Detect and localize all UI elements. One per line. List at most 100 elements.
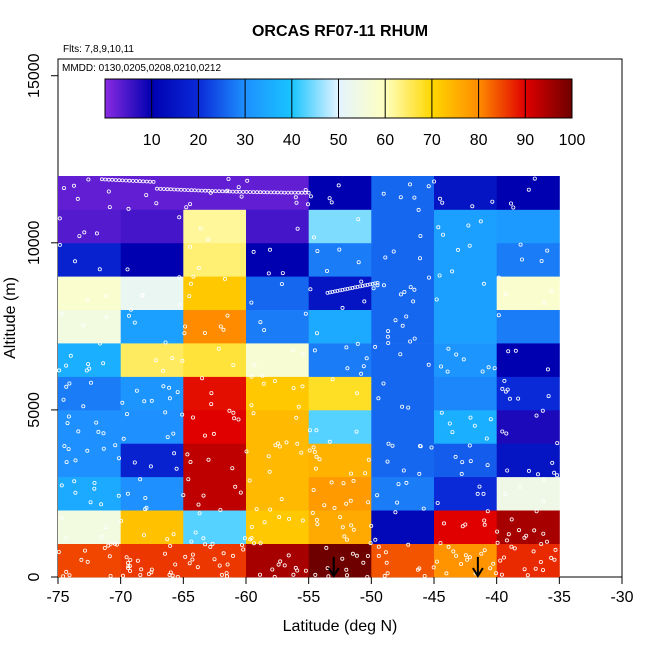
x-tick-label: -30 <box>610 589 633 606</box>
track-point <box>362 299 367 304</box>
track-point <box>121 573 126 578</box>
track-point <box>338 515 343 520</box>
track-point <box>303 190 308 195</box>
track-point <box>349 471 354 476</box>
y-tick-label: 10000 <box>26 220 43 265</box>
track-point <box>552 470 557 475</box>
track-point <box>502 378 507 383</box>
track-point <box>286 553 291 558</box>
track-point <box>86 177 91 182</box>
heatmap-cell <box>58 409 122 444</box>
track-point <box>314 517 319 522</box>
track-point <box>325 290 330 295</box>
heatmap-cell <box>246 443 310 478</box>
heatmap-cell <box>371 510 435 544</box>
track-point <box>223 189 228 194</box>
heatmap-cell <box>120 343 184 377</box>
track-point <box>417 471 422 476</box>
track-point <box>230 189 235 194</box>
track-point <box>272 190 277 195</box>
track-point <box>300 518 305 523</box>
heatmap-cell <box>58 476 122 511</box>
colorbar: 10 20 30 40 50 60 70 80 90 100 <box>104 78 585 149</box>
track-point <box>308 287 313 292</box>
track-point <box>64 384 69 389</box>
track-point <box>165 187 170 192</box>
track-point <box>125 491 130 496</box>
track-point <box>351 478 356 483</box>
track-point <box>67 573 72 578</box>
track-point <box>251 249 256 254</box>
track-point <box>534 413 539 418</box>
track-point <box>221 327 226 332</box>
track-point <box>437 196 442 201</box>
arrow-marker-head <box>327 567 340 578</box>
track-point <box>375 283 380 288</box>
track-point <box>345 286 350 291</box>
track-point <box>185 452 190 457</box>
track-point <box>241 547 246 552</box>
y-axis: 0 5000 10000 15000 <box>26 53 58 581</box>
track-point <box>249 403 254 408</box>
heatmap-cell <box>183 276 247 310</box>
track-point <box>113 443 118 448</box>
heatmap-cell <box>308 276 372 310</box>
track-point <box>350 285 355 290</box>
track-point <box>538 560 543 565</box>
track-point <box>337 247 342 252</box>
track-point <box>174 466 179 471</box>
track-point <box>478 219 483 224</box>
track-point <box>348 286 352 291</box>
track-point <box>225 562 230 567</box>
track-point <box>503 389 508 394</box>
track-point <box>511 205 516 210</box>
track-point <box>513 348 518 353</box>
track-point <box>134 388 139 393</box>
track-point <box>345 366 350 371</box>
track-point <box>369 523 374 528</box>
track-point <box>500 429 505 434</box>
track-point <box>317 457 322 462</box>
track-point <box>546 394 551 399</box>
track-point <box>525 573 530 578</box>
track-point <box>92 486 97 491</box>
track-point <box>324 545 329 550</box>
track-point <box>307 428 312 433</box>
track-point <box>181 493 186 498</box>
track-point <box>296 190 301 195</box>
heatmap-cell <box>246 309 310 344</box>
track-point <box>85 448 90 453</box>
track-point <box>330 377 335 382</box>
track-point <box>57 242 62 247</box>
track-point <box>175 390 180 395</box>
track-point <box>355 341 360 346</box>
track-point <box>517 528 522 533</box>
track-point <box>66 447 71 452</box>
track-point <box>501 555 506 560</box>
track-point <box>224 574 229 579</box>
x-tick-label: -65 <box>172 589 195 606</box>
track-point <box>401 468 406 473</box>
track-point <box>155 186 159 191</box>
track-point <box>370 281 375 286</box>
heatmap-cell <box>120 276 184 310</box>
colorbar-tick-label: 40 <box>283 132 301 149</box>
track-point <box>532 528 537 533</box>
track-point <box>508 201 513 206</box>
track-point <box>494 571 499 576</box>
track-point <box>81 323 86 328</box>
track-point <box>555 473 560 478</box>
track-point <box>149 398 154 403</box>
track-point <box>314 428 319 433</box>
track-point <box>312 449 317 454</box>
track-point <box>238 490 243 495</box>
heatmap-cell <box>183 409 247 444</box>
track-point <box>354 429 359 434</box>
track-point <box>303 311 308 316</box>
heatmap-cell <box>246 242 310 277</box>
track-point <box>113 178 118 182</box>
track-point <box>539 258 544 263</box>
track-point <box>404 314 409 319</box>
heatmap-cell <box>434 276 498 310</box>
track-point <box>536 472 541 477</box>
